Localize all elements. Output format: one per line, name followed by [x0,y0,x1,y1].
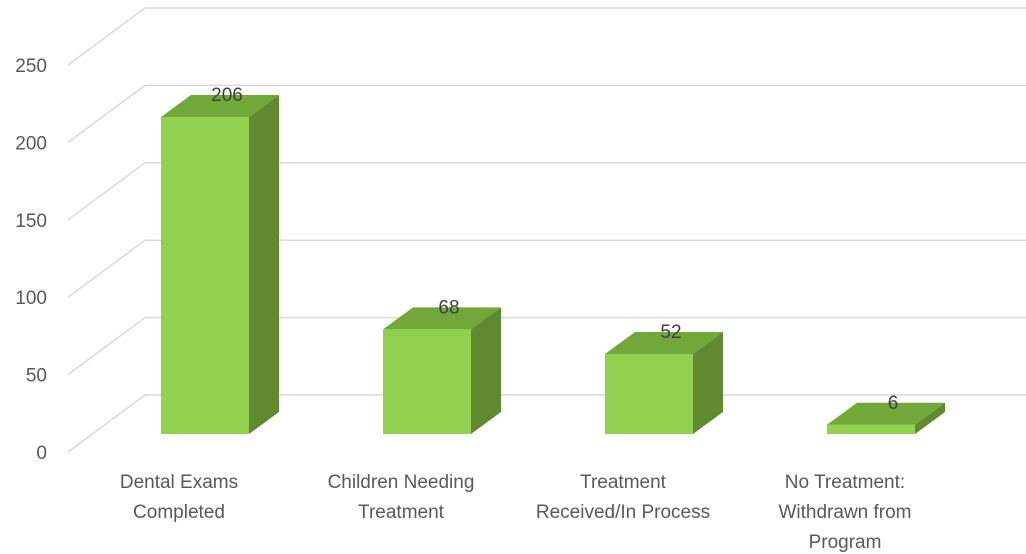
bar [605,331,723,434]
bar-front-face [161,117,249,434]
bar-front-face [827,424,915,434]
bar [827,402,945,434]
y-tick-label: 50 [26,366,47,387]
bar [161,95,279,434]
data-label: 52 [660,322,681,343]
bar-top-face [827,402,945,425]
bar-top-face [161,95,279,117]
y-tick-label: 150 [15,211,47,232]
data-label: 206 [211,85,243,106]
bar-top-face [383,307,501,330]
gridline [67,162,1026,221]
gridlines [67,7,1026,453]
bar-side-face [471,307,501,434]
bar-top-face [605,331,723,354]
bar-side-face [915,402,945,434]
category-label: Dental Exams Completed [120,472,238,523]
bar-side-face [249,95,279,434]
category-label: Treatment Received/In Process [536,472,710,523]
gridline [67,316,1026,376]
bar-front-face [605,353,693,434]
bars [161,95,945,434]
data-label: 6 [888,393,899,414]
y-tick-label: 250 [15,56,47,77]
gridline [67,7,1026,66]
y-tick-label: 100 [15,288,47,309]
data-labels: 206 68 52 6 [211,85,898,414]
bar [383,307,501,434]
bar-side-face [693,331,723,434]
gridline [67,84,1026,144]
y-tick-label: 0 [36,443,47,464]
y-axis-ticks: 0 50 100 150 200 250 [15,56,47,464]
category-labels: Dental Exams Completed Children Needing Tre… [120,472,912,553]
data-label: 68 [438,297,459,318]
gridline [67,239,1026,298]
y-tick-label: 200 [15,133,47,154]
bar-front-face [383,329,471,434]
category-label: Children Needing Treatment [328,472,475,523]
gridline [67,394,1026,453]
category-label: No Treatment: Withdrawn from Program [778,472,911,553]
